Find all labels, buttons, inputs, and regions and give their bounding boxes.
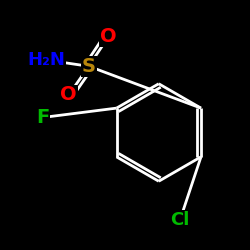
- Text: S: S: [82, 57, 96, 76]
- Text: O: O: [60, 86, 77, 104]
- Text: F: F: [36, 108, 49, 127]
- Text: O: O: [100, 27, 117, 46]
- Text: Cl: Cl: [170, 211, 190, 229]
- Text: H₂N: H₂N: [27, 51, 65, 69]
